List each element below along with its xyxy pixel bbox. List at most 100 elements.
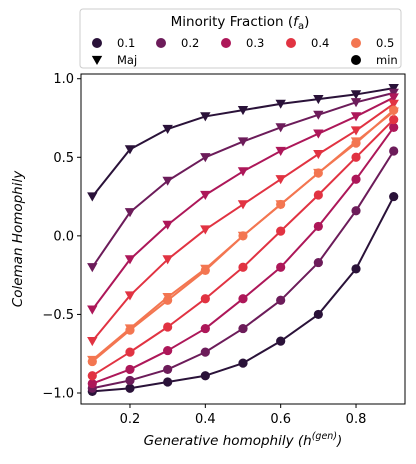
min-point-0.5 bbox=[389, 105, 399, 115]
y-tick-label: 0.0 bbox=[53, 229, 74, 244]
legend-marker-maj bbox=[91, 55, 103, 65]
legend-label-0.4: 0.4 bbox=[311, 36, 329, 50]
legend-marker-0.5 bbox=[351, 38, 361, 48]
min-point-0.5 bbox=[313, 168, 323, 178]
maj-point-0.4 bbox=[200, 225, 211, 235]
series-line-min-0.4 bbox=[91, 118, 395, 377]
y-tick-label: −1.0 bbox=[42, 387, 74, 402]
legend-title: Minority Fraction (fa) bbox=[171, 14, 310, 32]
maj-point-0.3 bbox=[200, 190, 211, 200]
min-point-0.1 bbox=[163, 377, 173, 387]
min-point-0.2 bbox=[351, 206, 361, 216]
min-point-0.4 bbox=[351, 152, 361, 162]
maj-point-0.3 bbox=[124, 255, 136, 265]
maj-point-0.1 bbox=[313, 94, 324, 105]
legend-marker-min bbox=[351, 55, 361, 65]
min-point-0.3 bbox=[200, 323, 210, 334]
min-point-0.5 bbox=[276, 199, 286, 210]
plot-area bbox=[87, 83, 399, 397]
min-point-0.1 bbox=[238, 358, 248, 368]
min-point-0.2 bbox=[125, 375, 135, 386]
min-point-0.1 bbox=[313, 309, 323, 320]
maj-point-0.2 bbox=[313, 110, 324, 120]
min-point-0.1 bbox=[200, 371, 210, 381]
legend-label-maj: Maj bbox=[117, 53, 137, 67]
maj-point-0.4 bbox=[350, 126, 362, 136]
legend-label-0.1: 0.1 bbox=[117, 36, 135, 50]
maj-point-0.2 bbox=[350, 98, 362, 108]
legend-box bbox=[79, 8, 402, 69]
min-point-0.3 bbox=[87, 378, 97, 389]
min-point-0.3 bbox=[351, 174, 361, 184]
axes-frame bbox=[80, 73, 406, 405]
min-point-0.3 bbox=[163, 345, 173, 356]
y-tick-label: −0.5 bbox=[42, 308, 74, 323]
maj-point-0.3 bbox=[87, 305, 98, 315]
min-point-0.1 bbox=[351, 264, 361, 274]
min-point-0.2 bbox=[313, 257, 323, 268]
maj-point-0.4 bbox=[124, 291, 136, 301]
min-point-0.1 bbox=[389, 191, 399, 202]
legend-marker-0.4 bbox=[286, 38, 296, 48]
legend-label-0.2: 0.2 bbox=[181, 36, 199, 50]
maj-point-0.4 bbox=[237, 200, 249, 210]
legend-marker-0.3 bbox=[221, 38, 231, 48]
legend-label-min: min bbox=[376, 53, 398, 67]
min-point-0.2 bbox=[200, 347, 210, 357]
maj-point-0.3 bbox=[275, 146, 286, 156]
maj-point-0.1 bbox=[388, 83, 399, 94]
x-axis: 0.2 0.4 0.6 0.8 bbox=[120, 404, 367, 427]
maj-point-0.4 bbox=[388, 99, 399, 109]
min-point-0.4 bbox=[238, 262, 248, 272]
min-point-0.5 bbox=[125, 325, 135, 335]
y-tick-label: 0.5 bbox=[53, 151, 74, 166]
min-point-0.2 bbox=[276, 295, 286, 305]
maj-point-0.3 bbox=[313, 129, 324, 139]
min-point-0.4 bbox=[313, 190, 323, 200]
min-point-0.4 bbox=[200, 294, 210, 304]
maj-point-0.3 bbox=[162, 220, 173, 230]
maj-point-0.1 bbox=[350, 90, 362, 100]
x-tick-label: 0.6 bbox=[270, 412, 291, 427]
min-point-0.3 bbox=[313, 221, 323, 232]
legend-marker-0.2 bbox=[156, 38, 166, 48]
maj-point-0.1 bbox=[87, 192, 98, 202]
min-point-0.3 bbox=[125, 364, 135, 375]
y-tick-label: 1.0 bbox=[53, 72, 74, 87]
min-point-0.2 bbox=[389, 146, 399, 156]
maj-point-0.1 bbox=[200, 112, 211, 122]
min-point-0.2 bbox=[238, 323, 248, 334]
x-tick-label: 0.2 bbox=[120, 412, 141, 427]
min-point-0.4 bbox=[163, 322, 173, 332]
maj-point-0.4 bbox=[275, 175, 286, 185]
x-tick-label: 0.8 bbox=[346, 412, 367, 427]
maj-point-0.2 bbox=[87, 263, 98, 273]
min-point-0.1 bbox=[276, 336, 286, 346]
min-point-0.5 bbox=[200, 265, 210, 276]
min-point-0.5 bbox=[163, 295, 173, 305]
maj-point-0.1 bbox=[124, 145, 136, 155]
maj-point-0.4 bbox=[313, 149, 324, 160]
maj-point-0.4 bbox=[162, 255, 173, 265]
min-point-0.1 bbox=[125, 383, 135, 393]
maj-point-0.1 bbox=[237, 105, 249, 116]
x-tick-label: 0.4 bbox=[195, 412, 216, 427]
legend-items: 0.1 0.2 0.3 0.4 0.5 Maj min bbox=[91, 36, 398, 67]
min-point-0.4 bbox=[125, 347, 135, 357]
y-axis-title: Coleman Homophily bbox=[10, 170, 26, 307]
min-point-0.3 bbox=[276, 262, 286, 272]
maj-point-0.2 bbox=[162, 176, 173, 186]
maj-point-0.3 bbox=[388, 93, 399, 103]
min-point-0.5 bbox=[238, 231, 248, 241]
min-point-0.3 bbox=[238, 294, 248, 304]
maj-point-0.2 bbox=[200, 153, 211, 163]
legend-label-0.3: 0.3 bbox=[246, 36, 264, 50]
maj-point-0.2 bbox=[124, 208, 136, 218]
min-point-0.3 bbox=[389, 122, 399, 133]
maj-point-0.3 bbox=[350, 112, 362, 122]
maj-point-0.2 bbox=[275, 123, 286, 133]
x-axis-title: Generative homophily (h(gen)) bbox=[144, 431, 343, 449]
min-point-0.4 bbox=[87, 371, 97, 381]
maj-point-0.4 bbox=[87, 336, 98, 347]
